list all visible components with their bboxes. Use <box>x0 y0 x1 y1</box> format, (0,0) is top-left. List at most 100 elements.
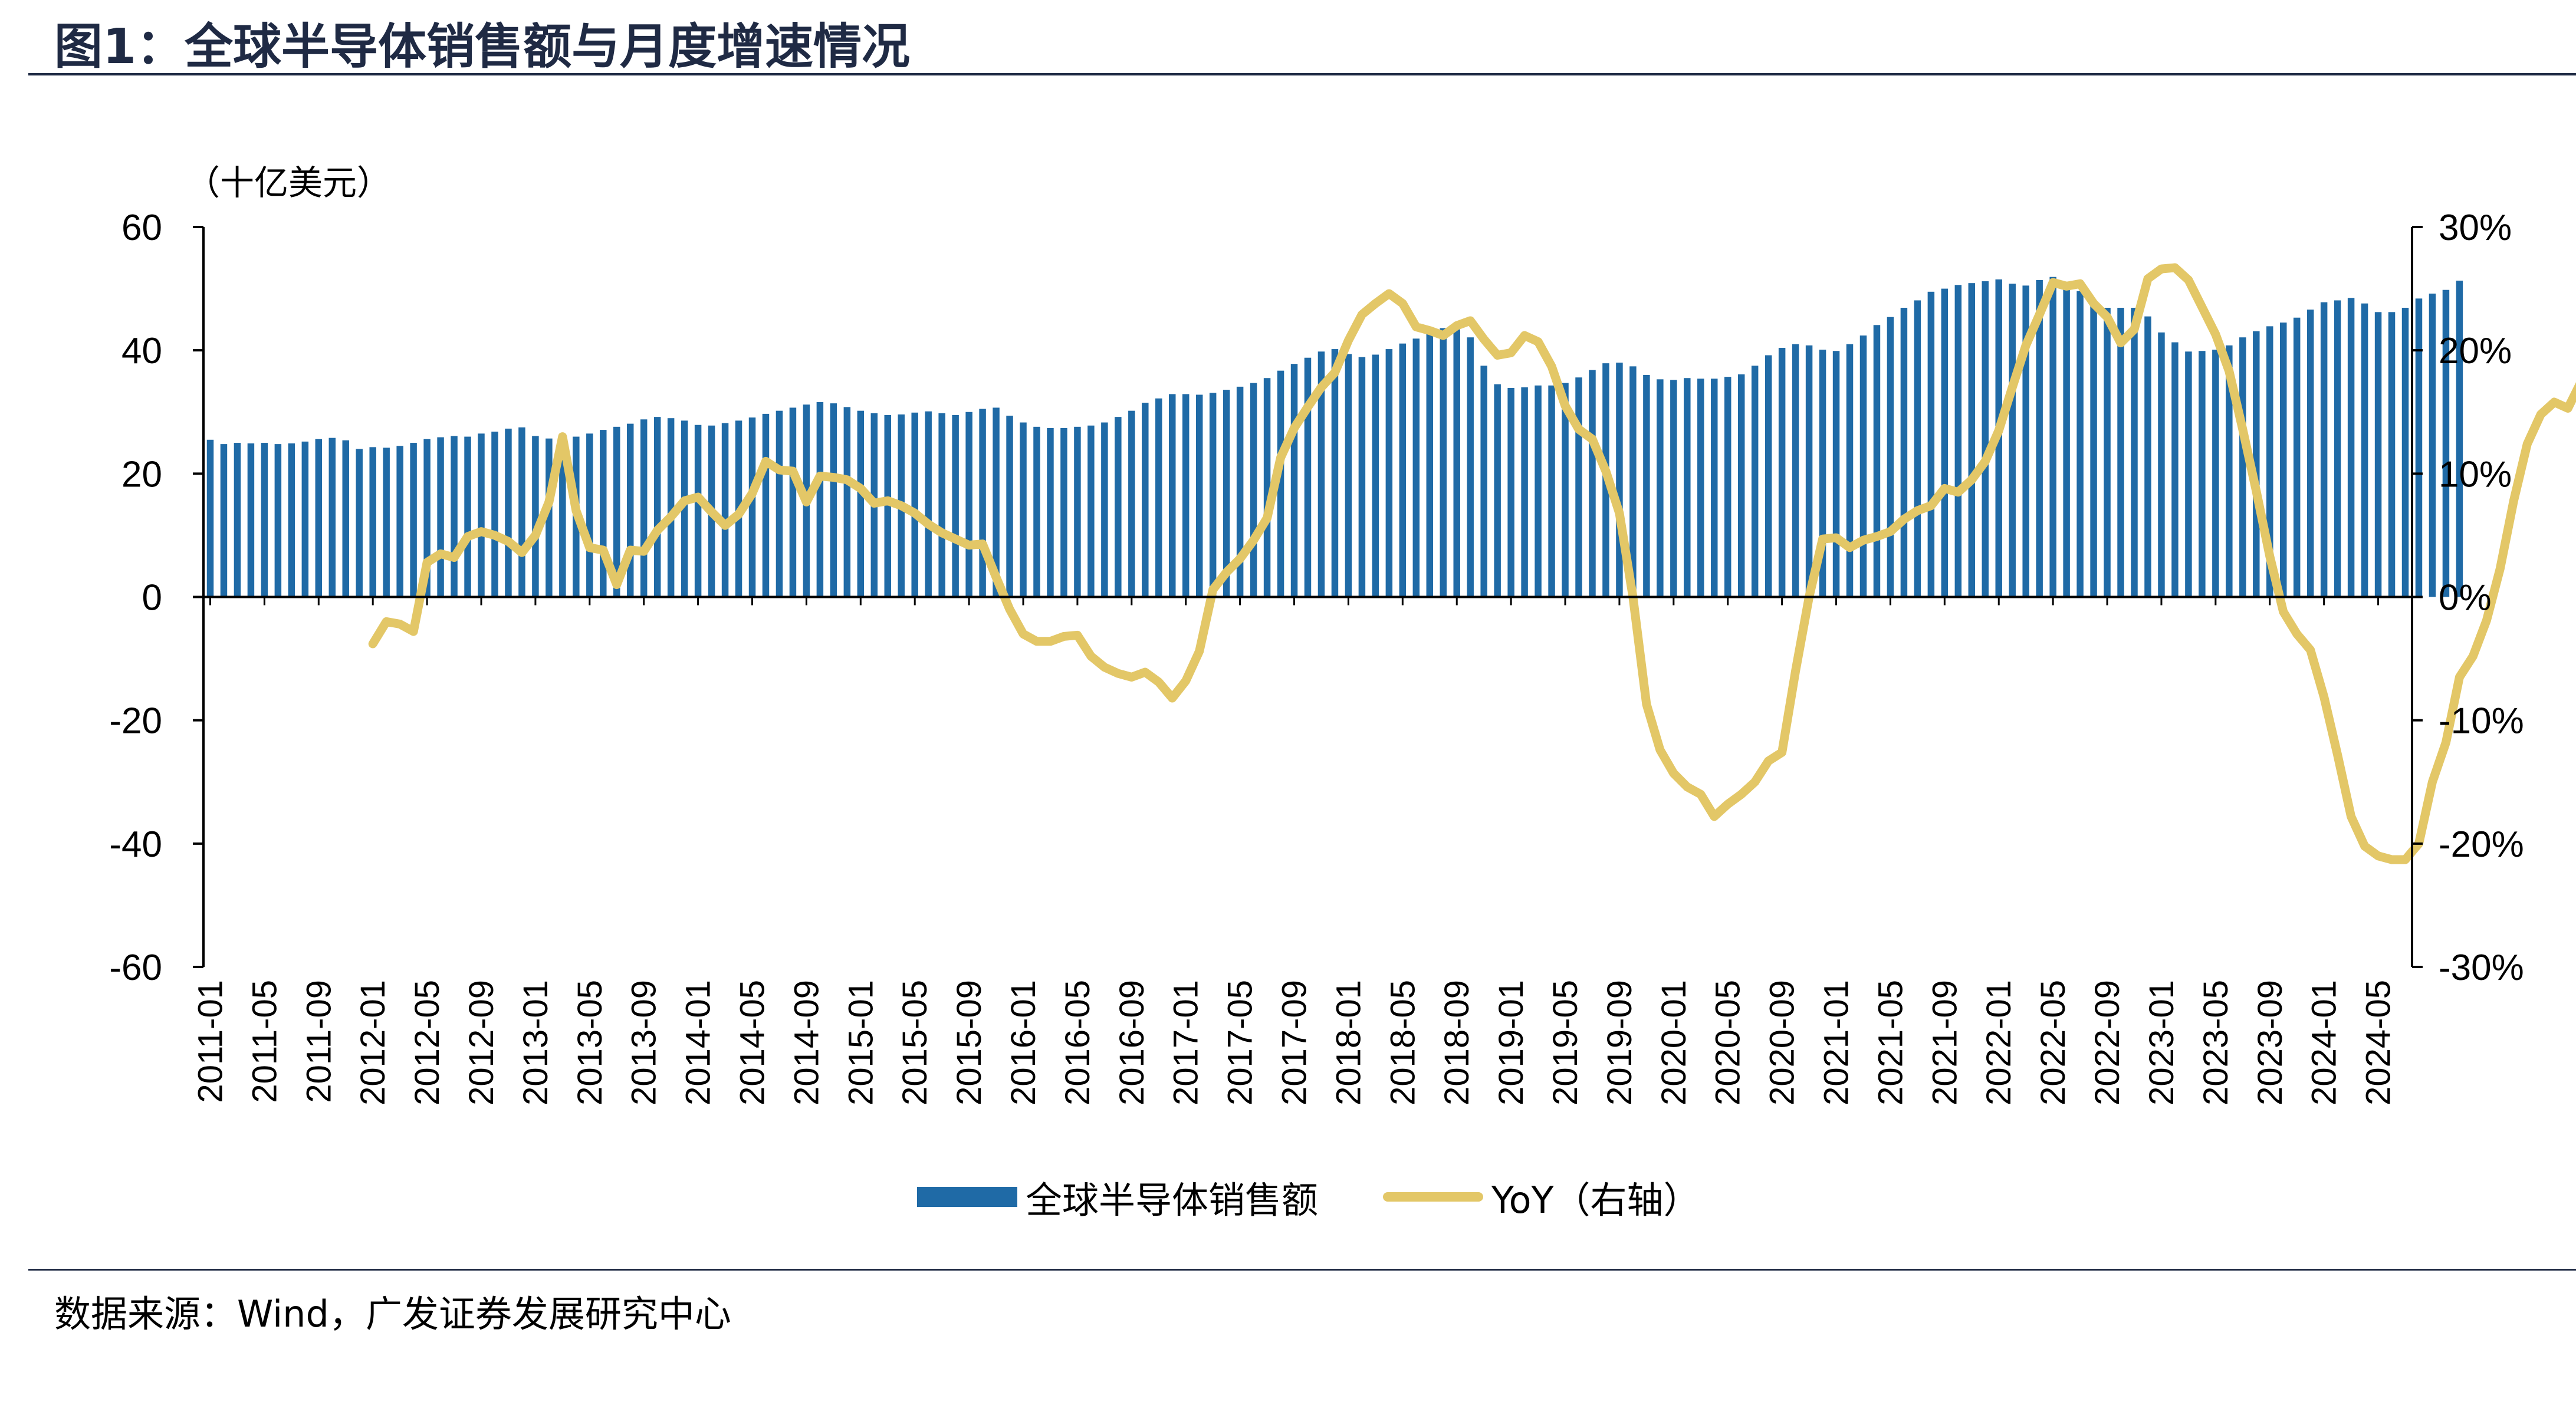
bar <box>1372 354 1379 597</box>
bar <box>1805 345 1813 597</box>
bar <box>694 425 702 597</box>
right-tick-label: -30% <box>2439 947 2524 988</box>
bar <box>410 443 417 597</box>
bar <box>830 403 837 597</box>
bar <box>776 410 783 597</box>
bar <box>1968 283 1976 597</box>
x-tick-label: 2022-05 <box>2034 980 2072 1105</box>
bar <box>2306 310 2314 597</box>
bar <box>1263 378 1271 597</box>
bar <box>1616 363 1623 597</box>
x-tick-label: 2020-05 <box>1709 980 1747 1105</box>
x-tick-label: 2012-09 <box>462 980 501 1105</box>
bar <box>1724 377 1731 597</box>
left-tick-label: 40 <box>121 331 162 371</box>
bar <box>2226 345 2233 597</box>
bar <box>1169 394 1176 597</box>
x-tick-label: 2019-09 <box>1601 980 1639 1105</box>
bar <box>234 443 241 597</box>
bar <box>1128 410 1135 597</box>
bar <box>1914 300 1921 597</box>
bar <box>2158 332 2165 597</box>
bar <box>2456 280 2463 597</box>
bar <box>843 407 851 597</box>
bar <box>816 402 824 597</box>
x-tick-label: 2022-09 <box>2088 980 2127 1105</box>
left-tick-label: -40 <box>109 824 162 865</box>
bar <box>2104 308 2111 597</box>
bar <box>2279 323 2287 597</box>
source-note: 数据来源：Wind，广发证券发展研究中心 <box>54 1292 731 1335</box>
bar <box>301 441 309 597</box>
bar <box>613 426 620 597</box>
bar <box>2212 350 2219 597</box>
x-tick-label: 2013-01 <box>517 980 555 1105</box>
chart: 60 40 20 0 -20 -40 -60 30% 20% 10% 0% -10% -20% -30% 2… <box>109 164 2576 1105</box>
bar <box>1751 366 1759 597</box>
bar <box>2049 277 2056 597</box>
bar <box>1412 338 1420 597</box>
legend-bar-label: 全球半导体销售额 <box>1026 1179 1319 1222</box>
bar <box>1277 370 1284 597</box>
bar <box>2442 289 2450 597</box>
left-tick-label: -60 <box>109 947 162 988</box>
bar <box>2401 308 2409 597</box>
bar <box>2009 284 2016 597</box>
bar <box>1832 351 1840 597</box>
right-tick-label: 10% <box>2439 454 2512 495</box>
right-tick-label: -10% <box>2439 701 2524 742</box>
x-tick-label: 2017-09 <box>1276 980 1314 1105</box>
bar <box>979 409 986 597</box>
bar <box>1927 291 1935 597</box>
bar <box>451 436 458 597</box>
bar <box>1494 384 1501 597</box>
bar <box>1385 349 1393 597</box>
x-tick-label: 2023-09 <box>2251 980 2289 1105</box>
bar <box>1575 377 1582 597</box>
bar <box>1290 364 1298 597</box>
bar <box>1440 328 1447 597</box>
bar <box>1250 383 1257 597</box>
bar <box>1453 329 1460 597</box>
bar <box>1115 417 1122 597</box>
legend-line-swatch <box>1383 1192 1484 1202</box>
bar <box>2117 308 2124 597</box>
x-tick-label: 2016-01 <box>1004 980 1043 1105</box>
source-divider <box>28 1269 2576 1271</box>
bar <box>1467 337 1474 597</box>
bar <box>965 412 972 597</box>
bar <box>369 447 376 597</box>
bar <box>748 417 756 597</box>
bar <box>1982 281 1989 597</box>
bar <box>1047 427 1054 597</box>
bar <box>1020 422 1027 597</box>
bar <box>1033 426 1040 597</box>
bar <box>1331 349 1339 597</box>
bar <box>288 443 295 597</box>
bar <box>1223 390 1230 597</box>
bar <box>1006 416 1013 597</box>
legend-line-label: YoY（右轴） <box>1491 1179 1700 1222</box>
bar <box>1859 335 1867 597</box>
bar <box>1941 288 1949 597</box>
bar <box>1236 386 1244 597</box>
bar <box>1101 422 1108 597</box>
bar <box>1562 383 1569 597</box>
x-tick-label: 2023-01 <box>2143 980 2181 1105</box>
bar <box>952 414 959 597</box>
bar <box>1209 393 1217 597</box>
right-tick-label: 20% <box>2439 331 2512 371</box>
bar <box>2131 308 2138 597</box>
x-tick-label: 2024-05 <box>2360 980 2398 1105</box>
bar <box>2320 302 2328 597</box>
bar <box>667 418 675 597</box>
bar <box>640 419 648 597</box>
bar <box>1954 285 1962 597</box>
bar <box>762 413 770 597</box>
bar <box>1684 378 1691 597</box>
x-tick-label: 2014-09 <box>787 980 826 1105</box>
bar <box>2090 301 2097 597</box>
bar <box>315 439 323 597</box>
bar <box>681 420 688 597</box>
x-tick-label: 2018-09 <box>1438 980 1476 1105</box>
